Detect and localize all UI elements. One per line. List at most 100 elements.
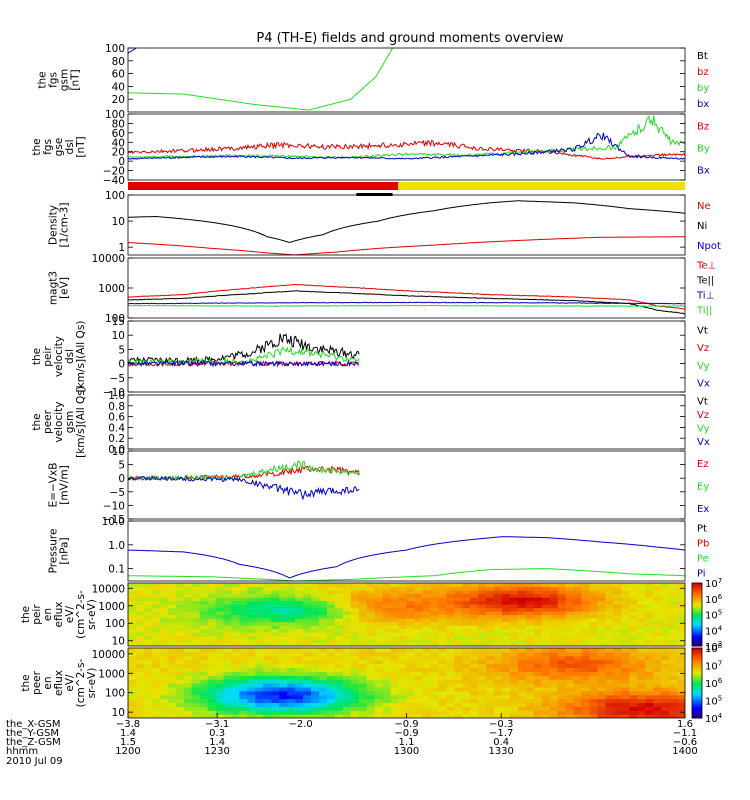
series-by	[128, 48, 394, 111]
svg-text:velocity: velocity	[53, 336, 65, 377]
y-tick-label: 100	[105, 190, 125, 202]
svg-text:the: the	[20, 606, 32, 623]
y-tick-label: 10000	[92, 583, 125, 595]
legend-fgs-gsm: Bt bz by bx	[697, 51, 709, 110]
x-tick-value: 1300	[394, 746, 419, 757]
svg-text:peir: peir	[42, 346, 54, 367]
x-tick-value: −3.8	[116, 719, 140, 730]
y-tick-label: −40	[103, 175, 125, 187]
x-tick-value: −1.1	[673, 728, 697, 739]
y-tick-label: 1	[118, 242, 125, 254]
legend-label: Vy	[697, 423, 710, 434]
spectrogram	[128, 648, 685, 718]
series-lines	[128, 536, 685, 581]
y-ticks: 1 10 100	[105, 190, 685, 254]
series-Ti⊥	[128, 301, 685, 305]
colorbar-tick-label: 107	[705, 577, 722, 590]
series-Pi	[128, 536, 685, 579]
panel-frame	[127, 450, 686, 520]
panel-frame	[127, 582, 686, 647]
legend-label: Vx	[697, 379, 710, 390]
y-tick-label: 10.0	[102, 516, 125, 528]
y-tick-label: 5	[118, 460, 125, 472]
y-tick-label: 0	[118, 156, 125, 168]
x-tick-value: 0.4	[493, 737, 509, 748]
svg-text:gsm: gsm	[64, 411, 76, 433]
svg-text:the: the	[31, 138, 43, 155]
y-tick-label: −5	[110, 487, 125, 499]
colorbar-tick-label: 106	[705, 593, 723, 606]
y-tick-label: 100	[105, 688, 125, 700]
legend-label: Te||	[696, 276, 714, 287]
panel-frame	[127, 257, 686, 319]
legend-density: Ne Ni Npot	[697, 201, 721, 252]
x-tick-value: −0.9	[394, 728, 418, 739]
svg-text:sr-eV): sr-eV)	[86, 668, 98, 699]
y-tick-label: 80	[112, 118, 125, 130]
svg-text:[km/s](All Qs): [km/s](All Qs)	[75, 321, 87, 393]
y-ticks: −10 −5 0 5 10 15	[103, 316, 685, 399]
mode-segment-0	[128, 182, 399, 190]
x-tick-value: −0.9	[394, 719, 418, 730]
y-tick-label: 1.0	[108, 540, 125, 552]
panel-temperature: Te⊥ Te|| Ti⊥ Ti|| 100 1000 10000 magt3 [eV]	[48, 253, 717, 325]
svg-text:magt3: magt3	[48, 271, 60, 305]
x-row-label: the_Y-GSM	[6, 728, 59, 739]
svg-text:gse: gse	[53, 138, 65, 157]
series-lines	[128, 200, 685, 255]
legend-fgs-gsm-dsl: Bz By Bx	[697, 121, 710, 176]
y-axis-label: the peir velocity dsl [km/s](All Qs)	[31, 321, 87, 393]
x-tick-value: 1400	[672, 746, 697, 757]
panel-frame	[127, 394, 686, 450]
svg-text:[nPa]: [nPa]	[59, 537, 71, 564]
x-tick-value: 1.4	[120, 728, 136, 739]
y-tick-label: 10	[112, 636, 125, 648]
series-Vt	[128, 333, 360, 365]
svg-text:the: the	[37, 71, 49, 88]
series-Ne	[128, 236, 685, 255]
legend-label: Te⊥	[696, 261, 716, 272]
series-Te||	[128, 290, 685, 315]
y-tick-label: 0.1	[108, 564, 125, 576]
svg-text:the: the	[20, 674, 32, 691]
series-lines	[128, 460, 360, 501]
y-ticks: 0.1 1.0 10.0	[102, 516, 685, 576]
svg-text:[km/s](All Qs): [km/s](All Qs)	[75, 386, 87, 458]
panel-density: Ne Ni Npot 1 10 100 Density [1/cm-3]	[48, 190, 721, 256]
svg-text:peer: peer	[42, 409, 54, 434]
legend-pressure: Pt Pb Pe Pi	[697, 524, 709, 580]
figure-title: P4 (TH-E) fields and ground moments over…	[256, 31, 564, 46]
legend-temperature: Te⊥ Te|| Ti⊥ Ti||	[696, 261, 716, 317]
y-axis-label: Density [1/cm-3]	[48, 203, 71, 248]
panel-frame	[127, 47, 686, 113]
legend-label: By	[697, 143, 710, 154]
svg-text:[eV]: [eV]	[59, 277, 71, 299]
svg-text:[nT]: [nT]	[70, 69, 82, 90]
y-tick-label: 5	[118, 344, 125, 356]
y-tick-label: 1000	[98, 283, 125, 295]
spectrogram	[128, 583, 685, 646]
y-tick-label: 10	[112, 216, 125, 228]
y-tick-label: 0.4	[108, 422, 125, 434]
y-tick-label: 80	[112, 56, 125, 68]
legend-peir-velocity: Vt Vz Vy Vx	[697, 325, 710, 389]
mode-segment-1	[398, 182, 685, 190]
svg-text:eflux: eflux	[53, 602, 65, 628]
y-tick-label: 0.6	[108, 412, 125, 424]
x-tick-value: 1.5	[120, 737, 136, 748]
colorbar-tick-label: 104	[705, 624, 723, 637]
y-tick-label: 20	[112, 147, 125, 159]
y-tick-label: −10	[103, 387, 125, 399]
series-Ey	[128, 460, 360, 482]
svg-text:(cm^2-s-: (cm^2-s-	[75, 590, 87, 639]
colorbar-peer-en-eflux: 104 105 106 107 108	[691, 642, 723, 725]
y-tick-label: 60	[112, 128, 125, 140]
x-tick-value: 1.1	[399, 737, 415, 748]
y-tick-label: 0.2	[108, 433, 125, 445]
svg-text:Pressure: Pressure	[48, 529, 60, 574]
colorbar-tick-label: 105	[705, 695, 722, 708]
colorbar-tick-label: 104	[705, 712, 723, 725]
x-row-label: hhmm	[6, 746, 38, 757]
